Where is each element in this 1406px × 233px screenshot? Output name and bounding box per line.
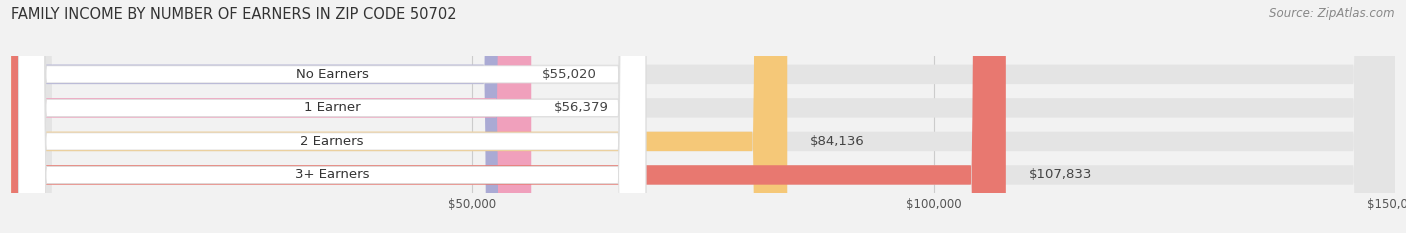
FancyBboxPatch shape: [18, 0, 645, 233]
FancyBboxPatch shape: [11, 0, 1395, 233]
FancyBboxPatch shape: [11, 0, 1395, 233]
Text: FAMILY INCOME BY NUMBER OF EARNERS IN ZIP CODE 50702: FAMILY INCOME BY NUMBER OF EARNERS IN ZI…: [11, 7, 457, 22]
Text: 2 Earners: 2 Earners: [301, 135, 364, 148]
FancyBboxPatch shape: [11, 0, 1395, 233]
Text: 3+ Earners: 3+ Earners: [295, 168, 370, 182]
FancyBboxPatch shape: [18, 0, 645, 233]
FancyBboxPatch shape: [18, 0, 645, 233]
Text: $55,020: $55,020: [541, 68, 596, 81]
FancyBboxPatch shape: [18, 0, 645, 233]
Text: 1 Earner: 1 Earner: [304, 101, 360, 114]
FancyBboxPatch shape: [11, 0, 519, 233]
Text: $84,136: $84,136: [810, 135, 865, 148]
Text: Source: ZipAtlas.com: Source: ZipAtlas.com: [1270, 7, 1395, 20]
FancyBboxPatch shape: [11, 0, 787, 233]
Text: $107,833: $107,833: [1029, 168, 1092, 182]
FancyBboxPatch shape: [11, 0, 531, 233]
FancyBboxPatch shape: [11, 0, 1005, 233]
FancyBboxPatch shape: [11, 0, 1395, 233]
Text: $56,379: $56,379: [554, 101, 609, 114]
Text: No Earners: No Earners: [295, 68, 368, 81]
